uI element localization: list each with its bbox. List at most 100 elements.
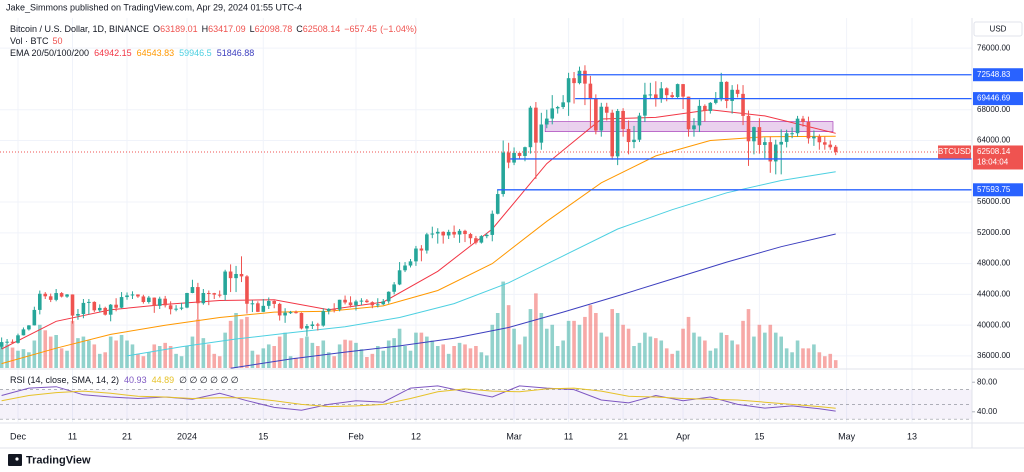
ema-value: 64942.15 bbox=[94, 48, 132, 58]
candle-body bbox=[588, 83, 593, 99]
symbol-legend: Bitcoin / U.S. Dollar, 1D, BINANCE O63189… bbox=[10, 24, 417, 34]
candle-body bbox=[621, 110, 625, 129]
volume-bar bbox=[828, 353, 833, 368]
logo-dot bbox=[15, 457, 19, 461]
candle-body bbox=[136, 294, 140, 297]
candle-body bbox=[114, 304, 118, 308]
volume-bar bbox=[425, 336, 429, 368]
volume-bar bbox=[784, 348, 789, 368]
volume-bar bbox=[495, 313, 500, 368]
candle-body bbox=[0, 342, 4, 347]
volume-bar bbox=[485, 355, 489, 368]
volume-bar bbox=[686, 316, 691, 368]
candle-body bbox=[196, 287, 200, 304]
candle-body bbox=[599, 106, 604, 131]
volume-bar bbox=[670, 353, 674, 368]
logo[interactable] bbox=[8, 454, 22, 466]
candle-body bbox=[108, 304, 113, 315]
currency: USD bbox=[990, 25, 1007, 34]
rsi-tick-label: 40.00 bbox=[977, 407, 998, 416]
volume-bar bbox=[430, 340, 435, 368]
brand[interactable]: TradingView bbox=[26, 454, 91, 466]
candle-body bbox=[316, 324, 320, 326]
candle-body bbox=[332, 308, 336, 310]
x-tick-label: 21 bbox=[618, 431, 628, 441]
volume-bar bbox=[626, 328, 631, 368]
volume-bar bbox=[217, 356, 222, 368]
candle-body bbox=[528, 107, 533, 148]
volume-bar bbox=[256, 354, 260, 368]
candle-body bbox=[441, 231, 446, 236]
currency-box[interactable] bbox=[973, 21, 1023, 37]
candle-body bbox=[795, 118, 800, 134]
volume-bar bbox=[632, 346, 636, 368]
volume-bar bbox=[174, 353, 178, 368]
rsi-value: 44.89 bbox=[152, 375, 175, 385]
candle-body bbox=[692, 125, 696, 130]
candle-body bbox=[239, 273, 244, 277]
candle-body bbox=[87, 301, 91, 303]
candle-body bbox=[223, 271, 227, 295]
candle-body bbox=[54, 293, 58, 300]
candle-body bbox=[250, 303, 255, 305]
candle-body bbox=[288, 312, 293, 314]
volume-bar bbox=[0, 342, 4, 368]
y-tick-label: 76000.00 bbox=[977, 43, 1011, 52]
volume-bar bbox=[719, 332, 724, 368]
volume-bar bbox=[490, 324, 495, 368]
candle-body bbox=[365, 300, 369, 303]
candle-body bbox=[719, 81, 724, 100]
candle-body bbox=[59, 293, 64, 297]
x-tick-label: Mar bbox=[506, 431, 522, 441]
price-label-box bbox=[973, 145, 1023, 170]
rsi-label: RSI (14, close, SMA, 14, 2) bbox=[10, 375, 119, 385]
volume-bar bbox=[272, 346, 277, 368]
candle-body bbox=[643, 94, 647, 116]
axes: USD Dec 11 21 2024 15 Feb 12 Mar 11 21 Apr 15 May 13 7… bbox=[0, 18, 1024, 449]
candle-body bbox=[130, 294, 135, 296]
candle-body bbox=[703, 105, 707, 111]
volume-bar bbox=[386, 340, 391, 368]
candle-body bbox=[681, 84, 685, 97]
candle-body bbox=[550, 108, 555, 119]
candle-body bbox=[348, 302, 353, 306]
candle-body bbox=[664, 88, 669, 96]
candle-body bbox=[746, 115, 751, 142]
candle-body bbox=[147, 297, 151, 302]
volume-bar bbox=[823, 356, 827, 368]
volume-bar bbox=[441, 344, 446, 368]
level-label-box bbox=[973, 92, 1023, 106]
volume-bar bbox=[643, 332, 647, 368]
x-tick-label: Feb bbox=[348, 431, 364, 441]
volume-bar bbox=[457, 342, 462, 368]
ohlc-value: 62098.78 bbox=[255, 24, 293, 34]
candle-body bbox=[76, 313, 80, 316]
volume-bar bbox=[119, 335, 124, 368]
candle-body bbox=[697, 105, 702, 126]
candle-body bbox=[234, 273, 238, 279]
candle-body bbox=[386, 291, 391, 302]
candle-body bbox=[468, 234, 473, 239]
candle-body bbox=[686, 96, 691, 130]
volume-bar bbox=[136, 353, 140, 368]
candle-body bbox=[828, 144, 833, 148]
volume-bar bbox=[206, 344, 211, 368]
volume-bar bbox=[147, 352, 151, 368]
volume-bar bbox=[201, 338, 206, 368]
volume-bar bbox=[599, 332, 604, 368]
rsi-pane bbox=[0, 385, 972, 420]
volume-bar bbox=[87, 340, 91, 368]
ticker-box bbox=[938, 145, 971, 159]
candle-body bbox=[392, 284, 396, 292]
candle-body bbox=[517, 152, 522, 156]
x-tick-label: 13 bbox=[907, 431, 917, 441]
volume-bar bbox=[833, 360, 838, 368]
published-note: Jake_Simmons published on TradingView.co… bbox=[6, 2, 302, 12]
y-tick-label: 56000.00 bbox=[977, 197, 1011, 206]
candle-body bbox=[632, 139, 636, 143]
ema-value: 51846.88 bbox=[217, 48, 255, 58]
volume-bar bbox=[76, 338, 80, 368]
y-tick-label: 64000.00 bbox=[977, 136, 1011, 145]
volume-bar bbox=[697, 336, 702, 368]
